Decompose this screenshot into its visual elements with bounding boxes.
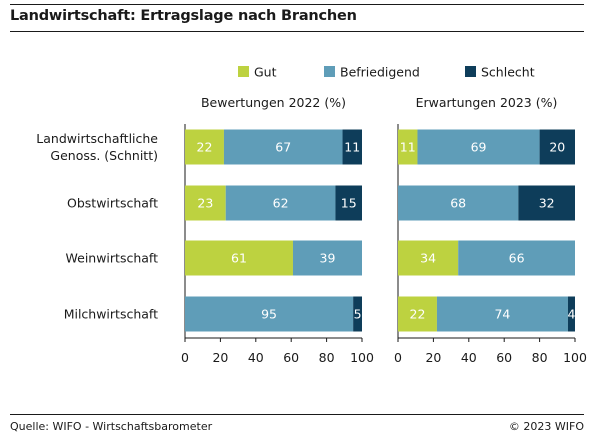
bar-p2-obstwirtschaft-schlecht [518, 185, 575, 221]
panel-1-tick-label-80: 80 [319, 350, 335, 365]
bar-p2-obstwirtschaft-befriedigend [398, 185, 519, 221]
bar-p1-landwirtschaftliche-gut [185, 129, 224, 165]
legend-swatch-schlecht [465, 66, 476, 77]
panel-2-tick-label-80: 80 [532, 350, 548, 365]
panel-title-2: Erwartungen 2023 (%) [416, 95, 558, 110]
bar-p1-weinwirtschaft-gut [185, 240, 293, 276]
panel-1-tick-label-60: 60 [283, 350, 299, 365]
panel-1-tick-label-20: 20 [212, 350, 228, 365]
data-label-p2-landwirtschaftliche-befriedigend: 69 [471, 140, 487, 155]
bar-p1-landwirtschaftliche-befriedigend [223, 129, 343, 165]
panel-2-tick-label-20: 20 [425, 350, 441, 365]
bar-p1-weinwirtschaft-befriedigend [292, 240, 362, 276]
data-label-p2-milchwirtschaft-gut: 22 [410, 307, 426, 322]
data-label-p1-obstwirtschaft-schlecht: 15 [341, 196, 357, 211]
bar-p2-landwirtschaftliche-gut [398, 129, 418, 165]
bar-p2-milchwirtschaft-schlecht [567, 296, 575, 332]
data-label-p1-weinwirtschaft-befriedigend: 39 [320, 251, 336, 266]
category-label-landwirtschaftliche-line-1: Landwirtschaftliche [36, 131, 158, 146]
panel-2-tick-label-0: 0 [394, 350, 402, 365]
chart-title: Landwirtschaft: Ertragslage nach Branche… [10, 8, 357, 24]
data-label-p1-milchwirtschaft-schlecht: 5 [354, 307, 362, 322]
bar-p2-milchwirtschaft-befriedigend [436, 296, 568, 332]
data-label-p2-weinwirtschaft-gut: 34 [420, 251, 436, 266]
footer-copyright: © 2023 WIFO [508, 420, 584, 433]
data-label-p1-obstwirtschaft-befriedigend: 62 [273, 196, 289, 211]
data-label-p2-weinwirtschaft-befriedigend: 66 [509, 251, 525, 266]
data-label-p2-obstwirtschaft-befriedigend: 68 [450, 196, 466, 211]
data-label-p1-milchwirtschaft-befriedigend: 95 [261, 307, 277, 322]
panel-2-tick-label-60: 60 [496, 350, 512, 365]
bar-p1-obstwirtschaft-befriedigend [225, 185, 336, 221]
panel-title-1: Bewertungen 2022 (%) [201, 95, 346, 110]
footer-source: Quelle: WIFO - Wirtschaftsbarometer [10, 420, 213, 433]
bar-p1-milchwirtschaft-schlecht [353, 296, 362, 332]
panel-1-tick-label-100: 100 [350, 350, 374, 365]
legend-swatch-gut [238, 66, 249, 77]
bar-p2-landwirtschaftliche-befriedigend [417, 129, 540, 165]
data-label-p1-weinwirtschaft-gut: 61 [231, 251, 247, 266]
category-label-milchwirtschaft: Milchwirtschaft [64, 307, 158, 322]
panel-1-tick-label-0: 0 [181, 350, 189, 365]
legend-label-befriedigend: Befriedigend [340, 65, 420, 80]
top-rule [10, 4, 584, 5]
chart-area: Gut Befriedigend Schlecht Bewertungen 2022 … [36, 65, 587, 366]
data-label-p1-landwirtschaftliche-schlecht: 11 [344, 140, 360, 155]
bar-p1-obstwirtschaft-gut [185, 185, 226, 221]
legend-swatch-befriedigend [324, 66, 335, 77]
footer-rule [10, 414, 584, 415]
legend-label-gut: Gut [254, 65, 277, 80]
category-label-obstwirtschaft: Obstwirtschaft [67, 196, 158, 211]
bar-p2-weinwirtschaft-befriedigend [458, 240, 575, 276]
panel-2-tick-label-40: 40 [461, 350, 477, 365]
data-label-p1-obstwirtschaft-gut: 23 [197, 196, 213, 211]
bar-p2-weinwirtschaft-gut [398, 240, 459, 276]
bar-p1-milchwirtschaft-befriedigend [185, 296, 354, 332]
bar-p2-milchwirtschaft-gut [398, 296, 437, 332]
panel-1-tick-label-40: 40 [248, 350, 264, 365]
data-label-p2-milchwirtschaft-befriedigend: 74 [494, 307, 510, 322]
bar-p1-landwirtschaftliche-schlecht [342, 129, 362, 165]
data-label-p2-obstwirtschaft-schlecht: 32 [539, 196, 555, 211]
legend-label-schlecht: Schlecht [481, 65, 535, 80]
category-label-weinwirtschaft: Weinwirtschaft [66, 251, 159, 266]
category-label-landwirtschaftliche-line-2: Genoss. (Schnitt) [50, 148, 158, 163]
data-label-p1-landwirtschaftliche-befriedigend: 67 [275, 140, 291, 155]
data-label-p1-landwirtschaftliche-gut: 22 [197, 140, 213, 155]
data-label-p2-milchwirtschaft-schlecht: 4 [567, 307, 575, 322]
bar-p1-obstwirtschaft-schlecht [335, 185, 362, 221]
title-rule [10, 31, 584, 32]
data-label-p2-landwirtschaftliche-schlecht: 20 [549, 140, 565, 155]
panel-2-tick-label-100: 100 [563, 350, 587, 365]
data-label-p2-landwirtschaftliche-gut: 11 [400, 140, 416, 155]
bar-p2-landwirtschaftliche-schlecht [539, 129, 575, 165]
